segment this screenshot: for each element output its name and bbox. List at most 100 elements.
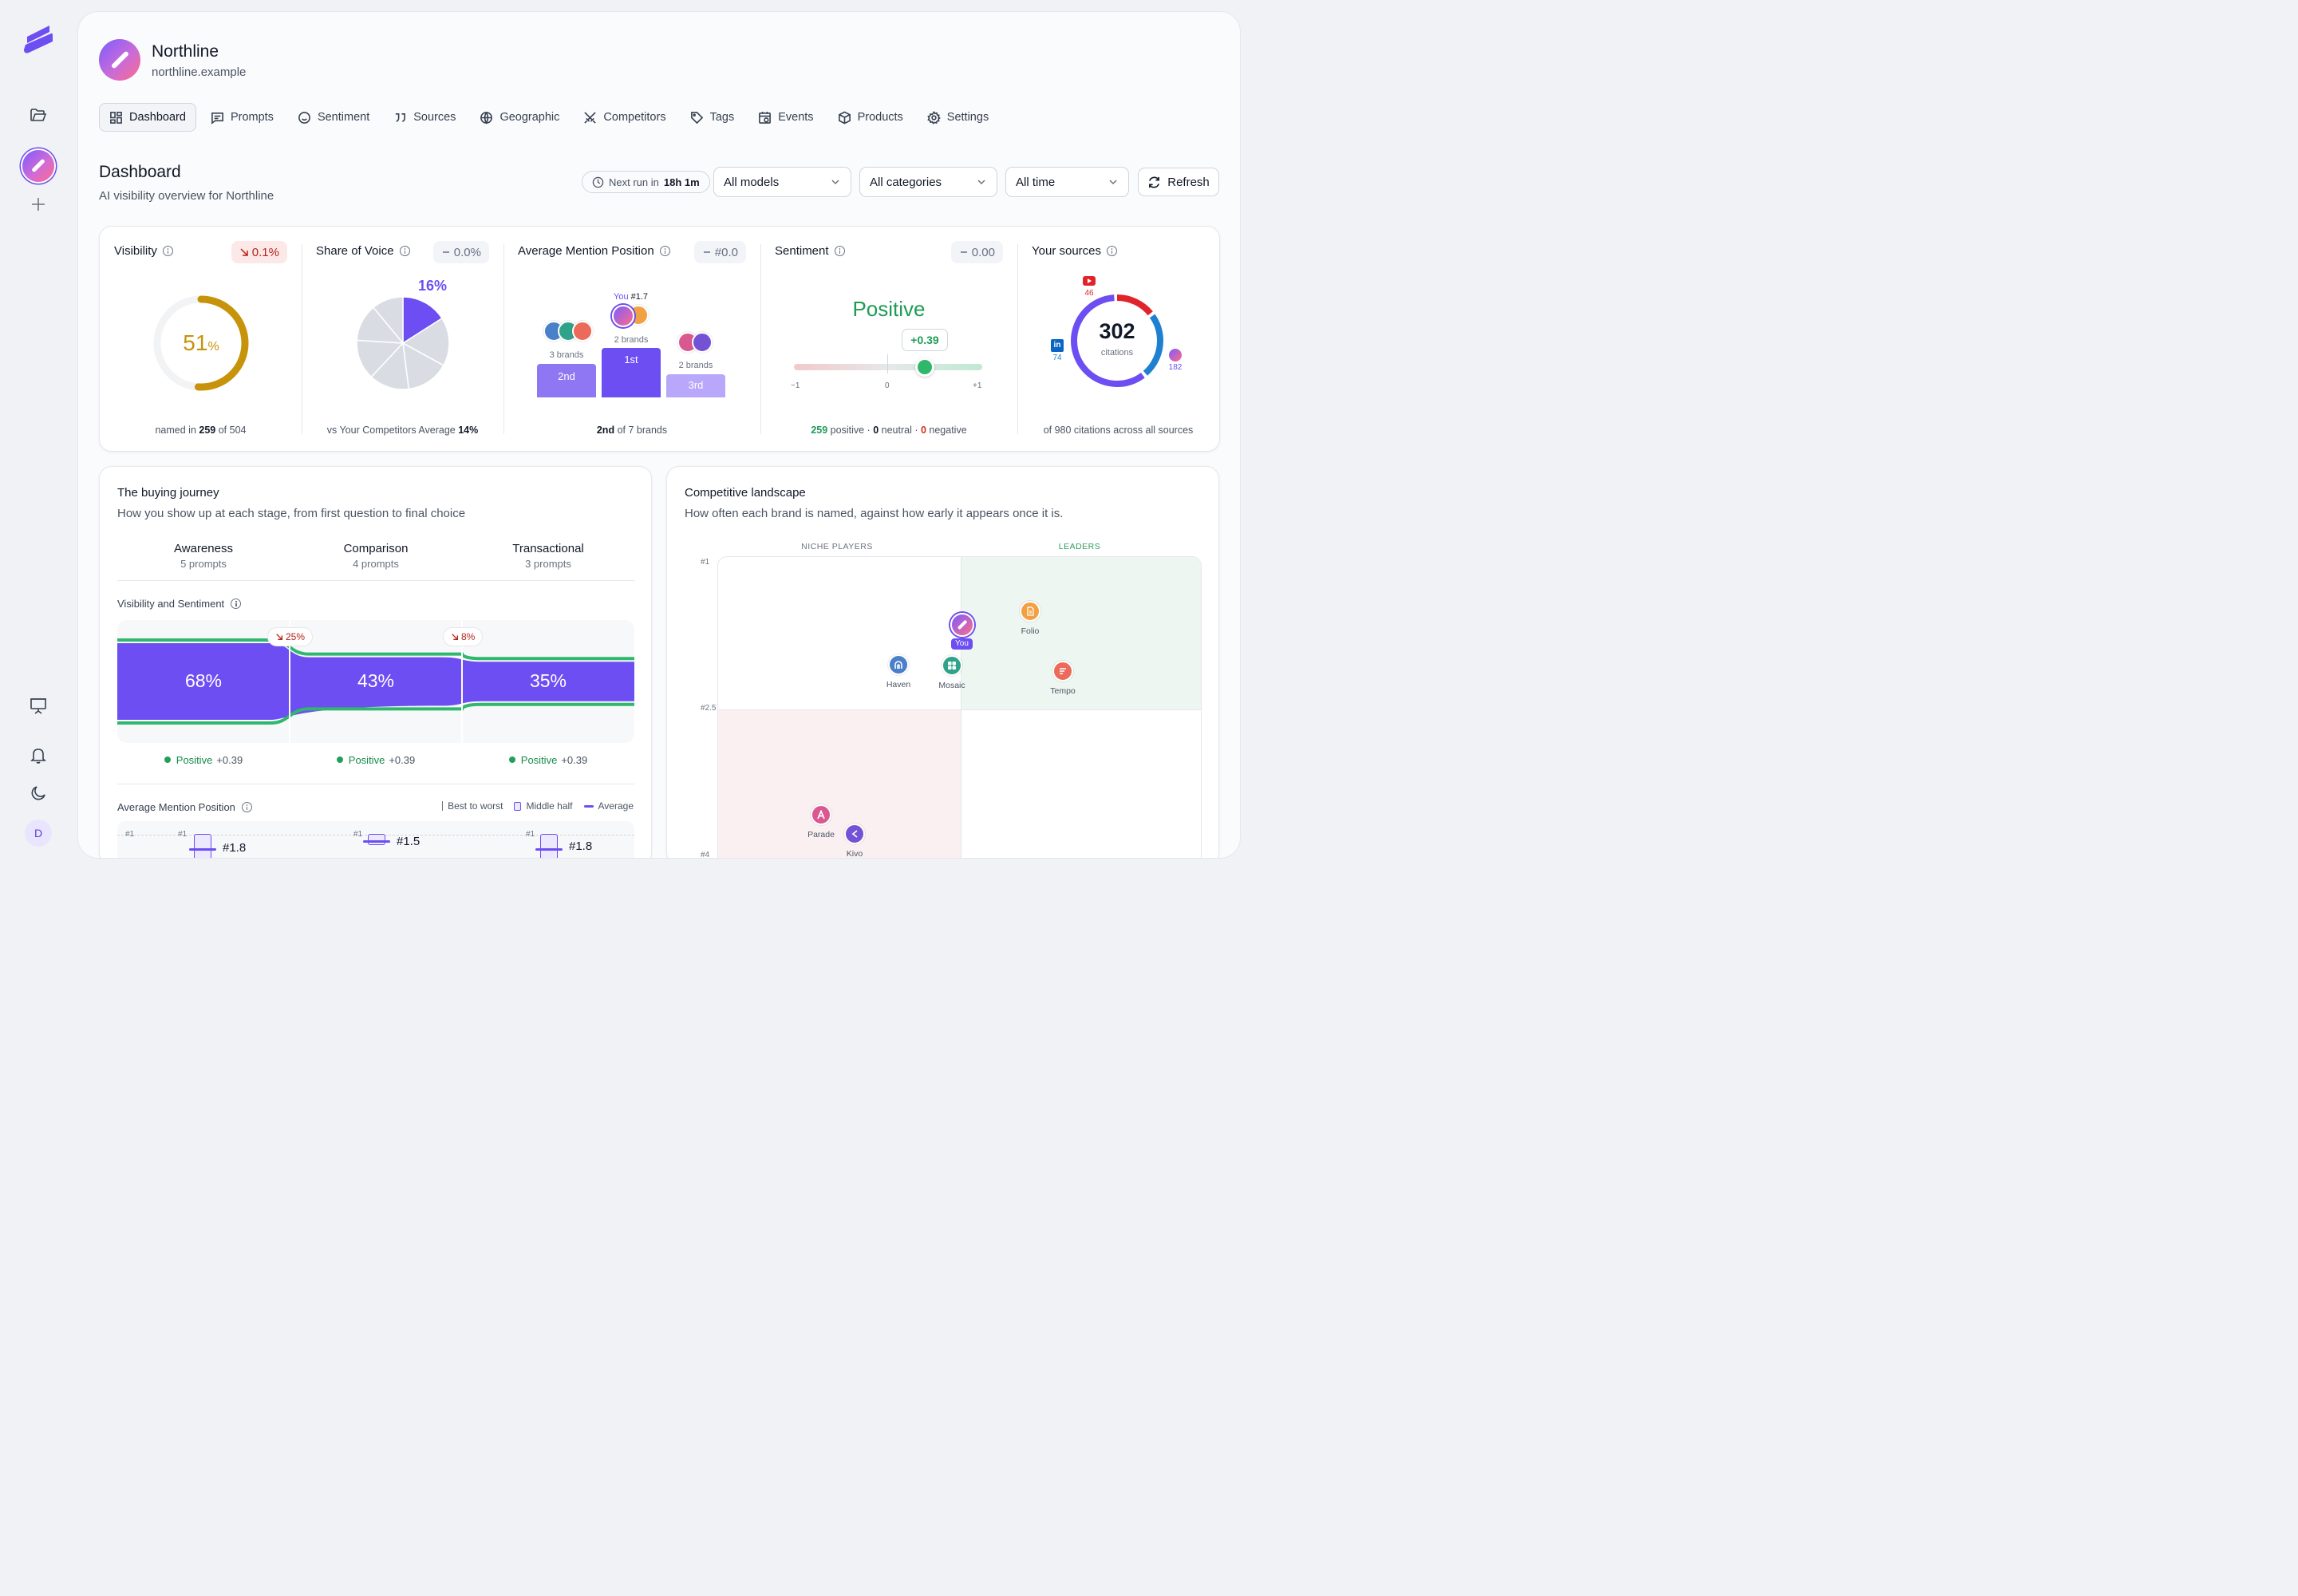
comparison-avg-line [363, 840, 390, 843]
stage-transactional[interactable]: Transactional 3 prompts [512, 542, 584, 570]
info-icon[interactable] [231, 598, 242, 609]
card-subtitle: How you show up at each stage, from firs… [117, 507, 466, 520]
swords-icon [584, 111, 597, 124]
categories-select[interactable]: All categories [859, 167, 997, 197]
sov-value: 16% [418, 278, 448, 294]
sov-slice-competitor [401, 317, 450, 366]
mosaic-bubble[interactable] [942, 655, 962, 676]
tab-tags[interactable]: Tags [681, 103, 744, 132]
info-icon[interactable] [241, 802, 252, 812]
page-subtitle: AI visibility overview for Northline [99, 189, 274, 203]
info-icon[interactable] [1107, 246, 1117, 256]
sov-pie [356, 296, 450, 390]
folder-icon[interactable] [22, 99, 54, 131]
presentation-icon[interactable] [22, 689, 54, 721]
sentiment-delta: 0.00 [950, 241, 1003, 263]
tab-events[interactable]: Events [748, 103, 823, 132]
app-logo[interactable] [21, 24, 56, 61]
parade-label: Parade [807, 830, 835, 839]
divider [503, 244, 504, 434]
kpi-title: Share of Voice [316, 244, 410, 258]
user-avatar[interactable]: D [22, 817, 54, 849]
sov-delta: 0.0% [432, 241, 489, 263]
tab-label: Sources [413, 111, 456, 124]
sentiment-knob [915, 358, 935, 377]
tab-label: Events [778, 111, 814, 124]
kpi-share-of-voice: Share of Voice 0.0% 16% vs Your Competit… [302, 227, 503, 452]
next-run-value: 18h 1m [663, 176, 700, 188]
next-run-label: Next run in [609, 176, 659, 188]
bell-icon[interactable] [22, 739, 54, 771]
tab-competitors[interactable]: Competitors [574, 103, 675, 132]
info-icon[interactable] [834, 246, 845, 256]
position-legend: Best to worst Middle half Average [442, 800, 634, 812]
quadrant-label-leaders: LEADERS [1058, 542, 1101, 551]
moon-icon[interactable] [22, 777, 54, 809]
laggards-quadrant [718, 709, 961, 858]
tab-label: Products [857, 111, 903, 124]
quadrant-label-niche: NICHE PLAYERS [801, 542, 873, 551]
tempo-bubble[interactable] [1052, 661, 1073, 681]
second-place-avatars [543, 321, 598, 343]
models-select[interactable]: All models [713, 167, 851, 197]
info-icon[interactable] [162, 246, 173, 256]
sov-slice-competitor [356, 339, 405, 378]
legend-middle: Middle half [514, 800, 573, 812]
kpi-title: Your sources [1032, 244, 1117, 258]
landscape-plot [717, 556, 1202, 858]
leaders-quadrant [961, 557, 1201, 709]
awareness-avg: #1.8 [223, 841, 247, 855]
position-axis-label: #1 [125, 830, 135, 839]
tab-dashboard[interactable]: Dashboard [99, 103, 196, 132]
calendar-icon [759, 111, 772, 124]
sources-segment-youtube [1071, 294, 1163, 387]
parade-bubble[interactable] [811, 804, 831, 825]
transactional-avg-line [535, 848, 563, 851]
grid-icon [948, 662, 956, 670]
kpi-sources: Your sources 302 citations 46 in 74 182 … [1017, 227, 1219, 452]
kpi-card: Visibility 0.1% 51% named in 259 of 504 [99, 226, 1220, 452]
kpi-title: Visibility [114, 244, 173, 258]
tab-sentiment[interactable]: Sentiment [288, 103, 379, 132]
brand-switcher-avatar[interactable] [22, 150, 54, 182]
tab-settings[interactable]: Settings [918, 103, 998, 132]
info-icon[interactable] [659, 246, 670, 256]
folio-bubble[interactable] [1020, 601, 1040, 622]
transactional-sentiment: Positive +0.39 [462, 754, 634, 766]
smile-icon [298, 111, 310, 124]
tab-prompts[interactable]: Prompts [201, 103, 283, 132]
comparison-box [368, 834, 385, 845]
scale-mid: 0 [885, 381, 890, 390]
refresh-label: Refresh [1167, 175, 1210, 189]
visibility-foot: named in 259 of 504 [155, 425, 247, 436]
time-select[interactable]: All time [1005, 167, 1129, 197]
kpi-sentiment: Sentiment 0.00 Positive +0.39 −1 0 +1 25… [760, 227, 1017, 452]
side-rail: D [0, 0, 77, 869]
visibility-flow-chart [117, 620, 634, 743]
comparison-sentiment: Positive +0.39 [290, 754, 462, 766]
plus-icon[interactable] [22, 188, 54, 220]
you-bubble[interactable] [950, 613, 974, 637]
tab-products[interactable]: Products [828, 103, 913, 132]
stage-awareness[interactable]: Awareness 5 prompts [174, 542, 233, 570]
tag-icon [690, 111, 703, 124]
sources-donut [1071, 294, 1163, 387]
refresh-button[interactable]: Refresh [1138, 168, 1219, 196]
app-window: D Northline northline.example Dashboard … [0, 0, 1251, 869]
kpi-title: Average Mention Position [518, 244, 670, 258]
competitive-landscape-card: Competitive landscape How often each bra… [666, 466, 1219, 858]
youtube-icon [1083, 276, 1096, 286]
sources-segment-linkedin [1071, 294, 1163, 387]
clock-icon [592, 176, 604, 188]
scale-max: +1 [973, 381, 982, 390]
legend-range: Best to worst [442, 800, 503, 812]
sov-slice-competitor [372, 296, 404, 346]
info-icon[interactable] [399, 246, 410, 256]
tab-geographic[interactable]: Geographic [470, 103, 569, 132]
tab-sources[interactable]: Sources [384, 103, 465, 132]
sentiment-zero-tick [887, 354, 888, 373]
haven-bubble[interactable] [888, 654, 909, 675]
own-site-icon [1169, 349, 1182, 361]
kivo-bubble[interactable] [844, 824, 865, 844]
stage-comparison[interactable]: Comparison 4 prompts [343, 542, 409, 570]
